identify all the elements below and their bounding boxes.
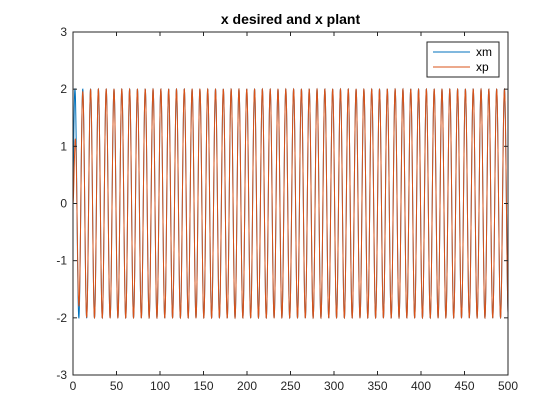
plot-area — [73, 32, 508, 375]
y-tick-label: 2 — [60, 82, 67, 96]
y-tick-label: 0 — [60, 197, 67, 211]
series-layer — [73, 87, 508, 320]
y-tick-label: 1 — [60, 139, 67, 153]
x-tick-label: 250 — [280, 379, 300, 393]
chart-title: x desired and x plant — [221, 11, 361, 27]
series-line-xp — [73, 87, 508, 320]
x-tick-label: 450 — [454, 379, 474, 393]
legend-box — [426, 41, 500, 78]
x-tick-label: 100 — [150, 379, 170, 393]
x-tick-label: 150 — [193, 379, 213, 393]
y-tick-label: -3 — [56, 368, 67, 382]
y-tick-label: -1 — [56, 254, 67, 268]
legend-label-xp: xp — [476, 60, 489, 74]
y-tick-label: -2 — [56, 311, 67, 325]
axes-layer: 0 50 100 150 200 250 300 350 400 450 500 -3 -2 -1 0 1 2 3 — [56, 25, 518, 393]
x-tick-label: 400 — [411, 379, 431, 393]
x-tick-label: 350 — [367, 379, 387, 393]
y-tick-label: 3 — [60, 25, 67, 39]
x-tick-label: 500 — [498, 379, 518, 393]
x-tick-label: 200 — [237, 379, 257, 393]
legend-label-xm: xm — [476, 45, 492, 59]
x-tick-label: 300 — [324, 379, 344, 393]
x-tick-label: 0 — [70, 379, 77, 393]
x-tick-label: 50 — [110, 379, 124, 393]
